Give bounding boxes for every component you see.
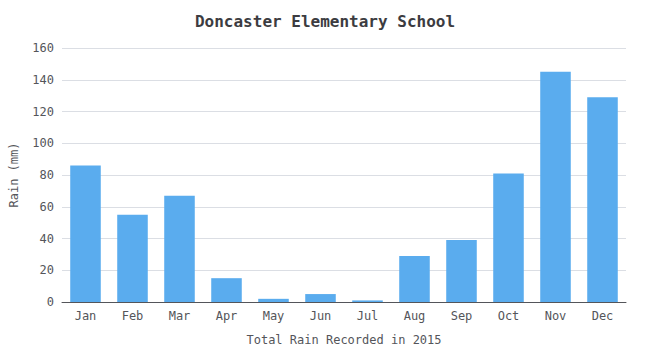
svg-text:Sep: Sep [451,309,473,323]
svg-text:160: 160 [32,41,54,55]
svg-text:20: 20 [40,263,54,277]
svg-text:Nov: Nov [545,309,567,323]
svg-text:Jun: Jun [310,309,332,323]
svg-text:Aug: Aug [404,309,426,323]
svg-text:May: May [263,309,285,323]
svg-text:Feb: Feb [122,309,144,323]
svg-text:Total Rain Recorded in 2015: Total Rain Recorded in 2015 [246,333,441,347]
svg-text:Rain (mm): Rain (mm) [7,142,21,207]
svg-text:Oct: Oct [498,309,520,323]
svg-text:40: 40 [40,232,54,246]
svg-text:100: 100 [32,136,54,150]
svg-text:Jan: Jan [75,309,97,323]
svg-text:Apr: Apr [216,309,238,323]
svg-text:60: 60 [40,200,54,214]
svg-text:80: 80 [40,168,54,182]
svg-text:140: 140 [32,73,54,87]
svg-text:Dec: Dec [592,309,614,323]
svg-text:120: 120 [32,105,54,119]
svg-text:Jul: Jul [357,309,379,323]
svg-text:Doncaster Elementary School: Doncaster Elementary School [195,12,455,31]
svg-text:Mar: Mar [169,309,191,323]
svg-text:0: 0 [47,295,54,309]
